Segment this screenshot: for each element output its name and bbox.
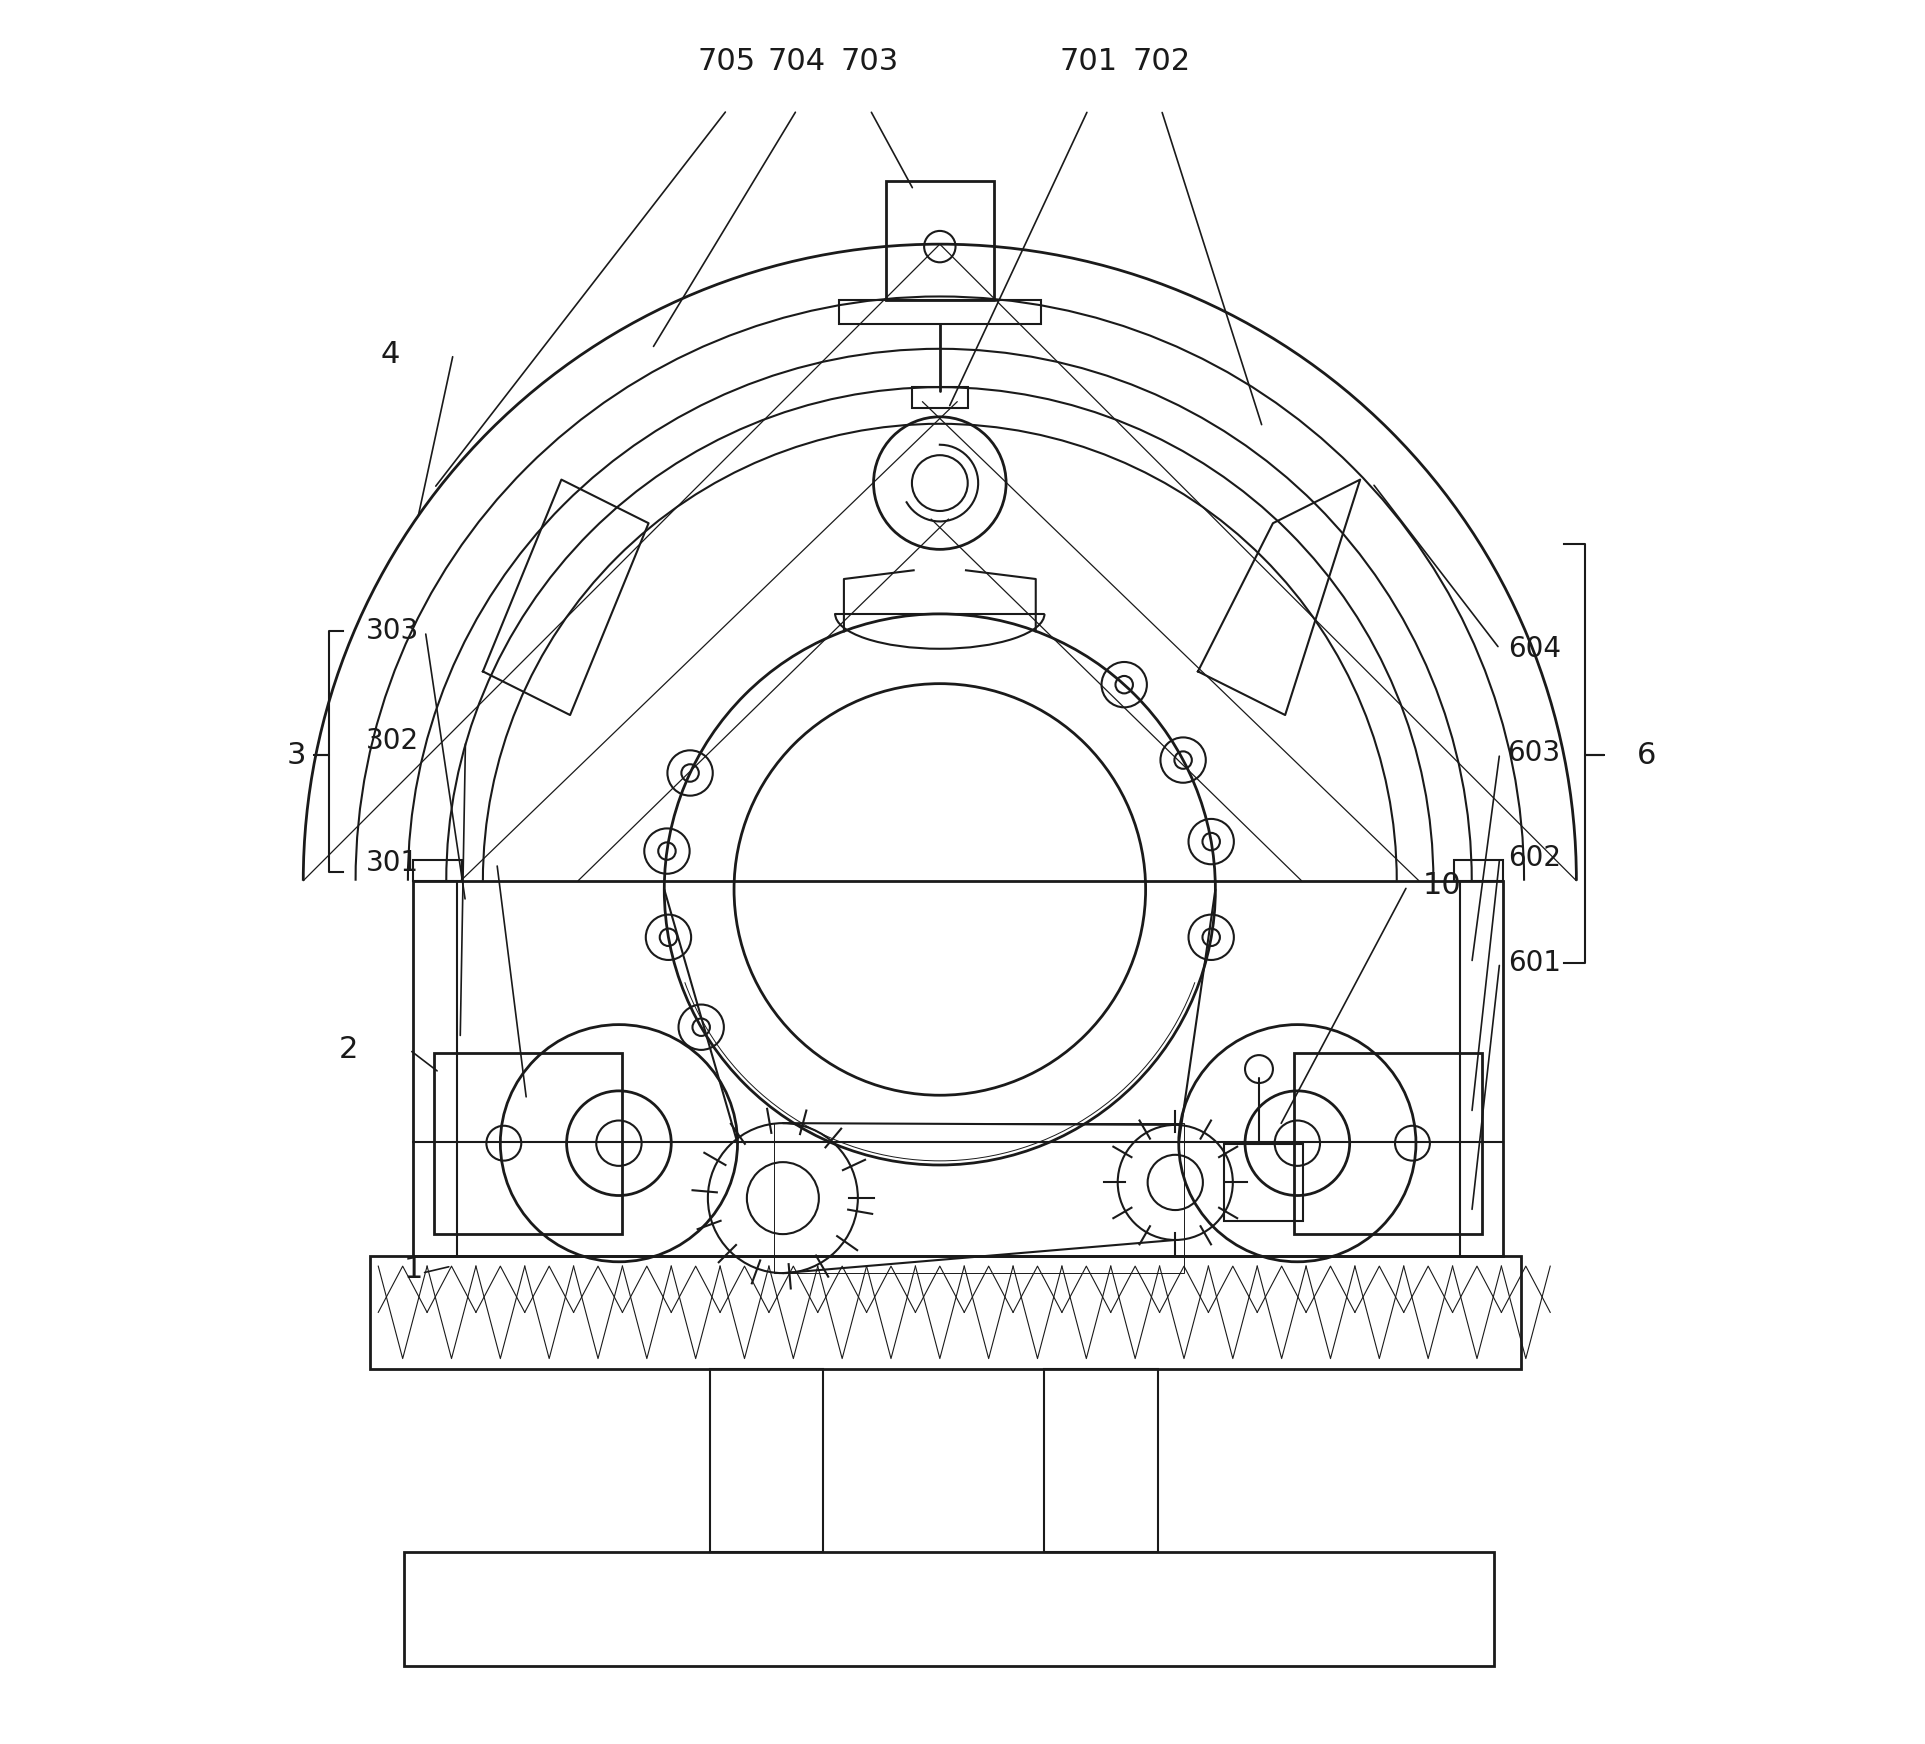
Text: 604: 604 <box>1507 635 1561 663</box>
Bar <box>839 300 1041 324</box>
Bar <box>370 1256 1521 1369</box>
Bar <box>414 881 1503 1256</box>
Bar <box>710 1369 824 1552</box>
Text: 603: 603 <box>1507 739 1561 767</box>
Text: 303: 303 <box>366 617 420 645</box>
Text: 601: 601 <box>1507 949 1561 977</box>
Text: 702: 702 <box>1132 47 1190 75</box>
Text: 1: 1 <box>404 1256 424 1284</box>
Bar <box>404 1552 1494 1666</box>
Bar <box>1453 860 1503 881</box>
Text: 701: 701 <box>1059 47 1116 75</box>
Bar <box>886 181 993 300</box>
Text: 703: 703 <box>841 47 899 75</box>
Text: 6: 6 <box>1636 741 1656 769</box>
Text: 705: 705 <box>699 47 757 75</box>
Bar <box>774 1123 1184 1273</box>
Text: 3: 3 <box>287 741 306 769</box>
Bar <box>1045 1369 1157 1552</box>
Text: 704: 704 <box>768 47 826 75</box>
Bar <box>433 1052 622 1235</box>
Text: 301: 301 <box>366 849 420 877</box>
Bar <box>414 860 462 881</box>
Text: 602: 602 <box>1507 844 1561 872</box>
Text: 302: 302 <box>366 727 420 755</box>
Text: 4: 4 <box>381 340 400 368</box>
Text: 2: 2 <box>339 1036 358 1064</box>
Text: 10: 10 <box>1423 872 1461 900</box>
Bar <box>912 387 968 408</box>
Bar <box>1224 1144 1303 1221</box>
Bar <box>1294 1052 1482 1235</box>
